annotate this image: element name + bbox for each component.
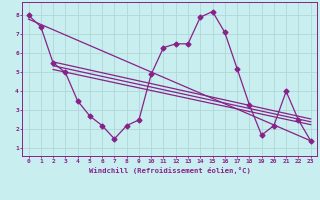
X-axis label: Windchill (Refroidissement éolien,°C): Windchill (Refroidissement éolien,°C)	[89, 167, 251, 174]
